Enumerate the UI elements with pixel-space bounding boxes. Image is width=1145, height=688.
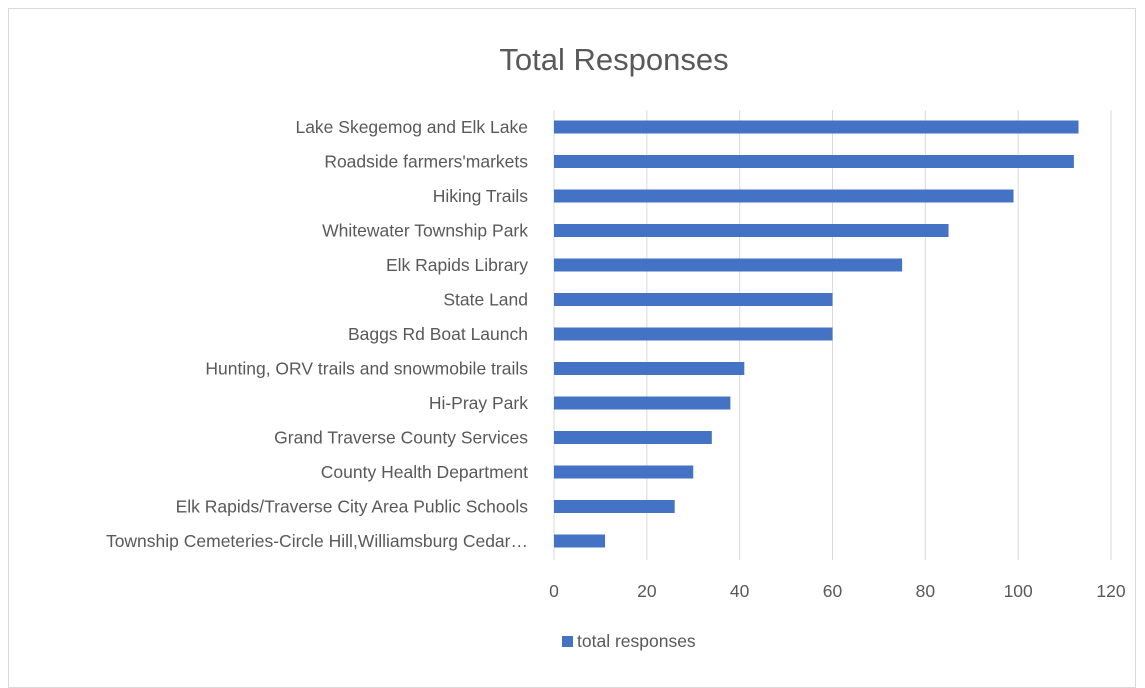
x-tick-label: 0 [549, 581, 559, 601]
category-label: Township Cemeteries-Circle Hill,Williams… [106, 531, 528, 551]
category-label: Hi-Pray Park [429, 393, 528, 413]
category-label: Whitewater Township Park [322, 221, 528, 241]
category-label: Roadside farmers'markets [324, 152, 528, 172]
x-tick-label: 60 [823, 581, 843, 601]
bar [554, 534, 606, 548]
category-label: Elk Rapids/Traverse City Area Public Sch… [176, 497, 529, 517]
legend: total responses [562, 631, 696, 651]
bar [554, 500, 675, 513]
category-labels: Lake Skegemog and Elk Lake Roadside farme… [106, 117, 528, 551]
bar [554, 155, 1074, 168]
legend-swatch [562, 636, 573, 647]
bar [554, 465, 694, 479]
x-tick-labels: 0 20 40 60 80 100 120 [549, 581, 1126, 601]
x-tick-label: 100 [1004, 581, 1033, 601]
bar [554, 362, 745, 375]
chart-title: Total Responses [499, 42, 728, 77]
bar [554, 431, 712, 444]
category-label: State Land [443, 290, 528, 310]
category-label: Hiking Trails [433, 186, 529, 206]
bar [554, 327, 833, 341]
x-tick-label: 40 [730, 581, 750, 601]
bar [554, 224, 949, 237]
category-label: Elk Rapids Library [386, 255, 528, 275]
bars [554, 120, 1079, 548]
x-tick-label: 120 [1096, 581, 1125, 601]
bar [554, 293, 833, 306]
category-label: County Health Department [321, 462, 528, 482]
category-label: Lake Skegemog and Elk Lake [295, 117, 528, 137]
category-label: Baggs Rd Boat Launch [348, 324, 528, 344]
bar [554, 396, 731, 410]
bar [554, 258, 903, 272]
x-tick-label: 20 [637, 581, 657, 601]
bar [554, 120, 1079, 134]
gridlines [553, 110, 1112, 560]
x-tick-label: 80 [916, 581, 936, 601]
category-label: Hunting, ORV trails and snowmobile trail… [205, 359, 528, 379]
legend-label: total responses [577, 631, 696, 651]
bar [554, 189, 1014, 203]
category-label: Grand Traverse County Services [274, 428, 528, 448]
